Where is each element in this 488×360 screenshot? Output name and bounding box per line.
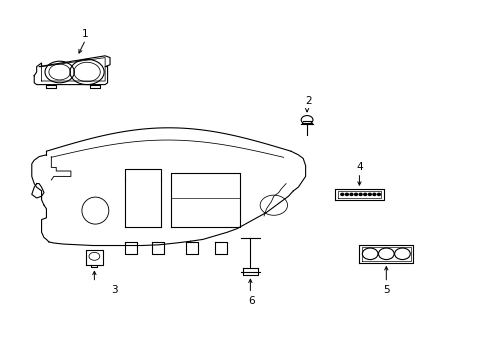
Circle shape bbox=[367, 193, 370, 195]
Circle shape bbox=[377, 193, 380, 195]
Text: 6: 6 bbox=[248, 296, 255, 306]
Circle shape bbox=[340, 193, 343, 195]
Circle shape bbox=[372, 193, 375, 195]
Text: 5: 5 bbox=[382, 285, 389, 295]
Circle shape bbox=[354, 193, 357, 195]
Text: 3: 3 bbox=[111, 285, 118, 295]
Circle shape bbox=[349, 193, 352, 195]
Circle shape bbox=[363, 193, 366, 195]
Text: 4: 4 bbox=[355, 162, 362, 172]
Circle shape bbox=[358, 193, 361, 195]
Text: 1: 1 bbox=[82, 29, 89, 39]
Circle shape bbox=[345, 193, 347, 195]
Text: 2: 2 bbox=[304, 96, 311, 106]
